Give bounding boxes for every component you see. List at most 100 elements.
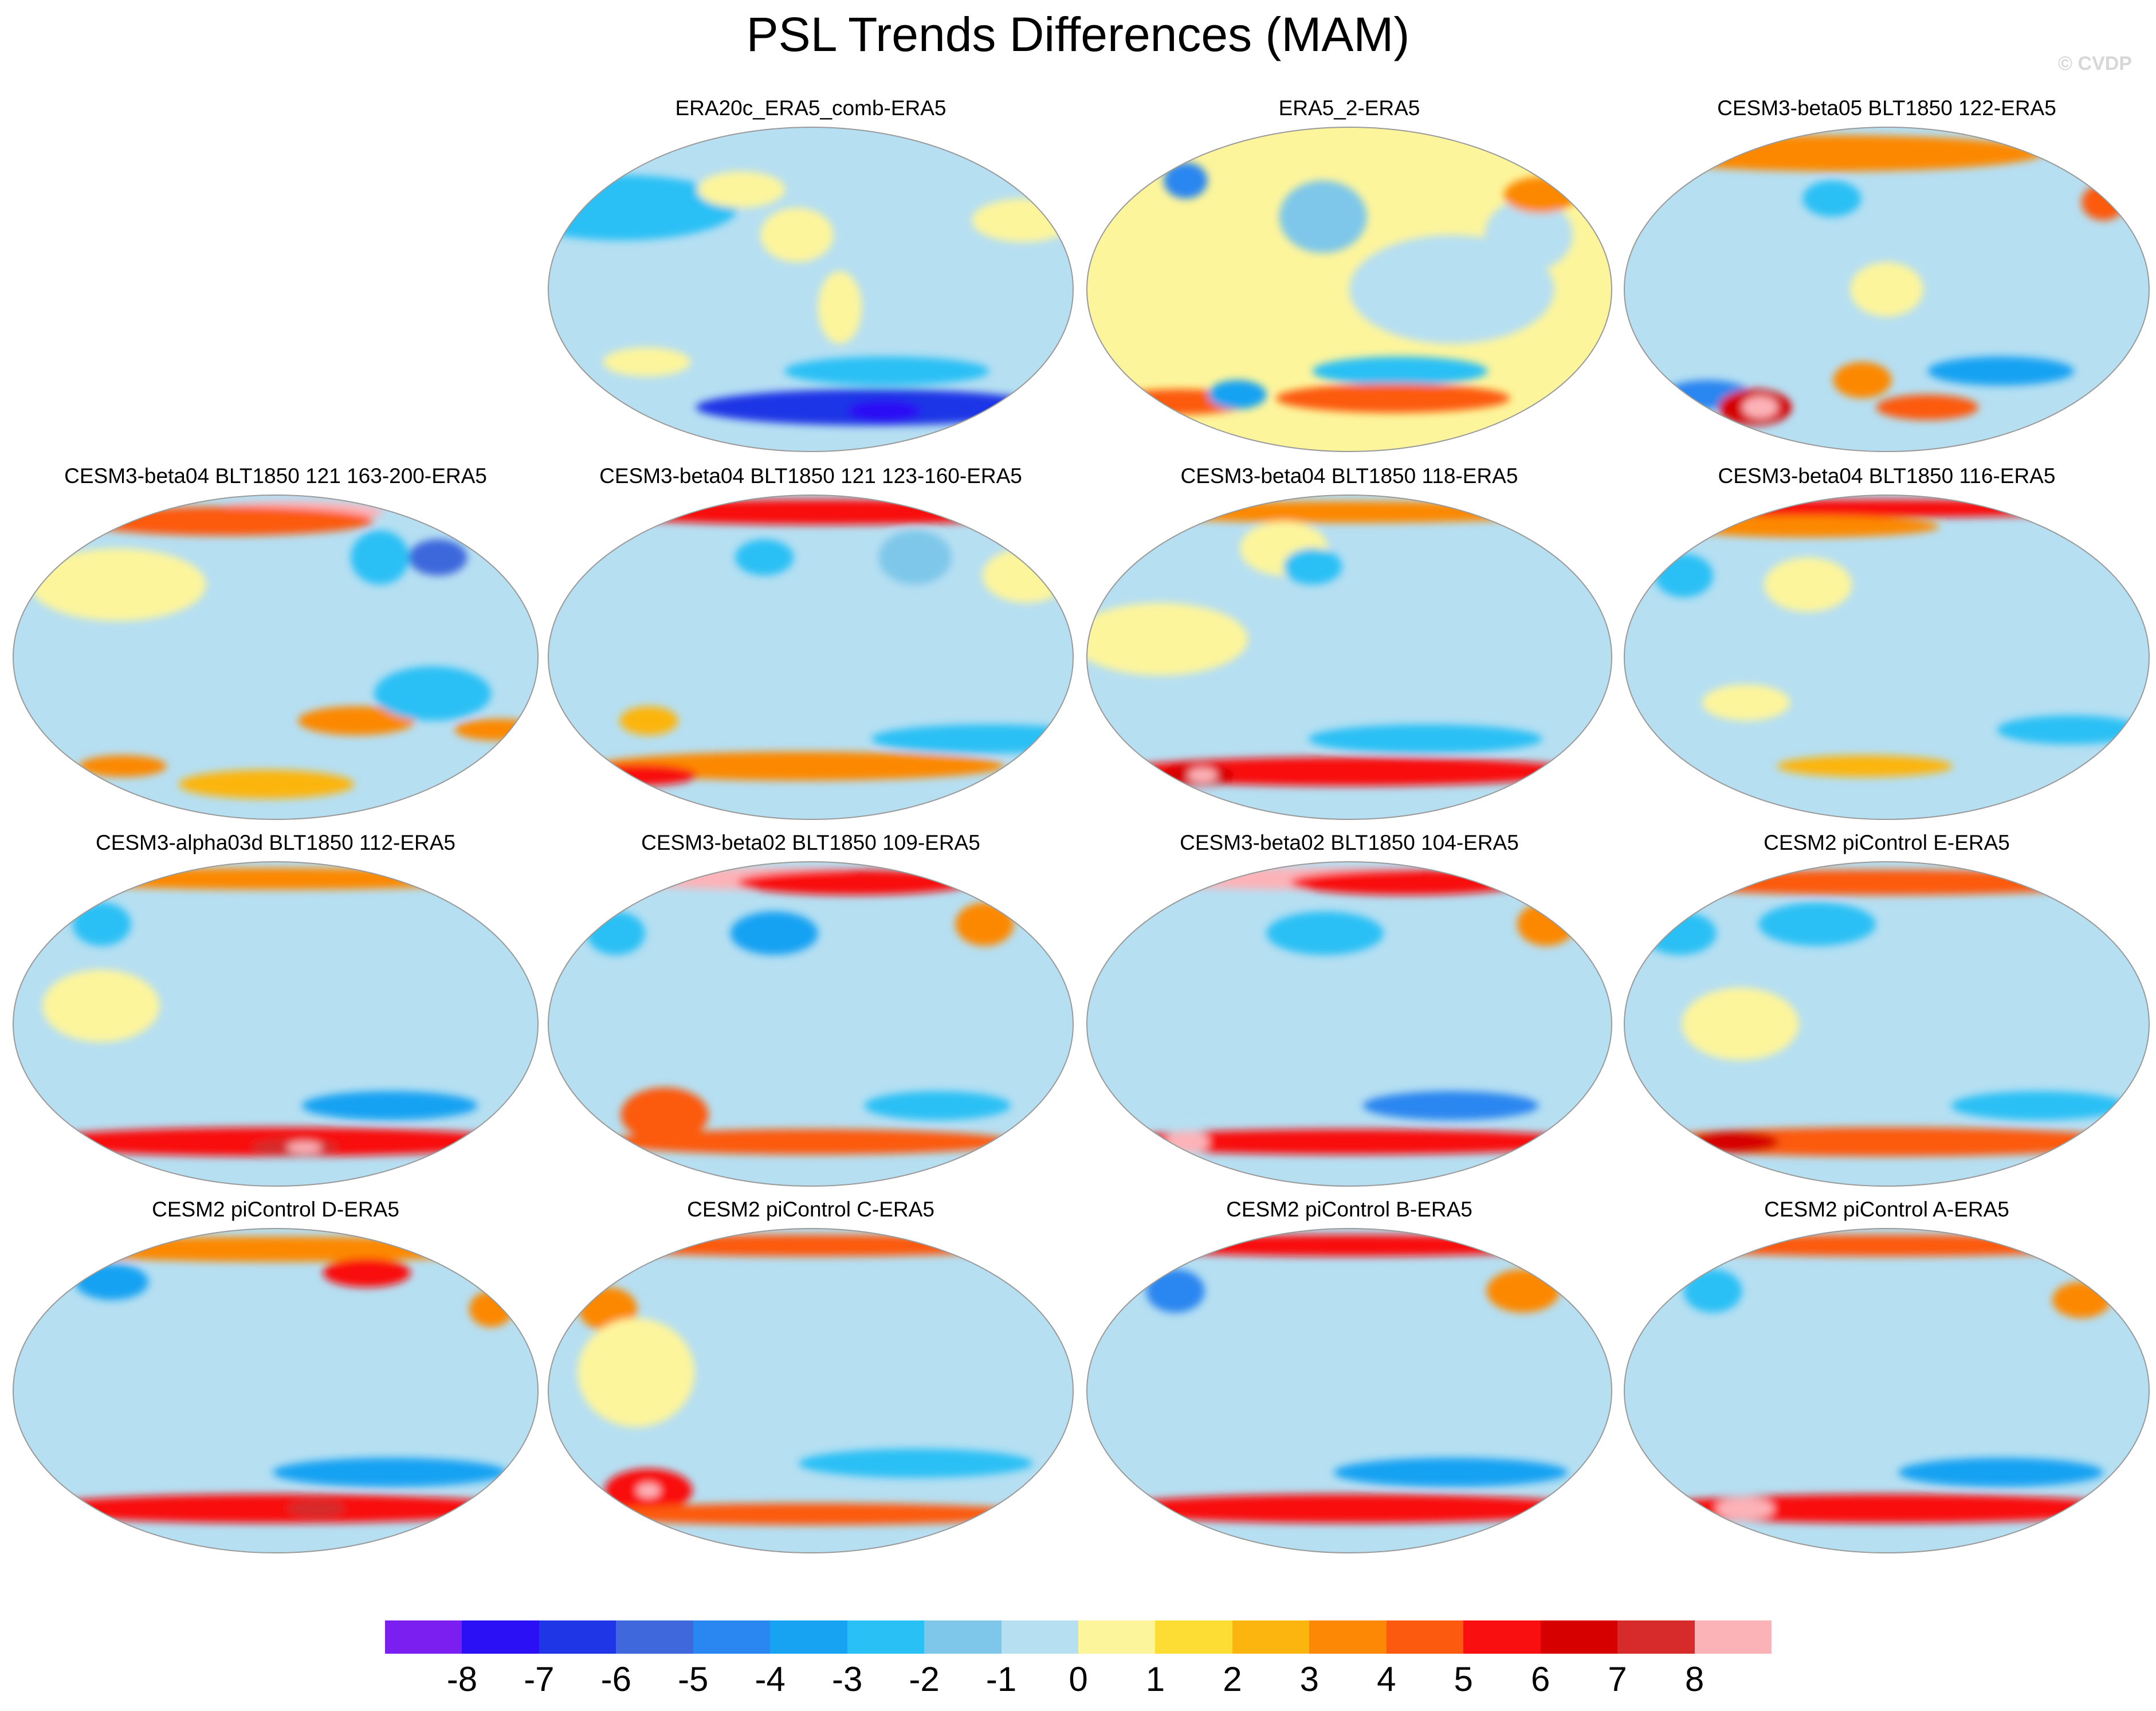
map-border xyxy=(548,127,1074,452)
trend-anomaly xyxy=(798,1449,1033,1478)
panel-title: CESM3-beta04 BLT1850 118-ERA5 xyxy=(1180,464,1518,488)
trend-anomaly xyxy=(286,1141,322,1153)
map-panel: CESM3-beta04 BLT1850 121 123-160-ERA5 xyxy=(542,464,1079,831)
colorbar-tick-label: 4 xyxy=(1377,1660,1396,1698)
trend-anomaly xyxy=(1637,1494,2136,1524)
colorbar xyxy=(385,1620,1772,1654)
map-border xyxy=(1086,1228,1612,1553)
trend-anomaly xyxy=(42,970,160,1042)
colorbar-swatch xyxy=(1309,1620,1387,1654)
trend-anomaly xyxy=(1163,162,1208,199)
map-border xyxy=(1624,127,2150,452)
trend-anomaly xyxy=(1777,755,1953,777)
colorbar-tick-label: -1 xyxy=(985,1660,1017,1698)
trend-anomaly xyxy=(580,764,697,786)
colorbar-swatch xyxy=(1617,1620,1695,1654)
panel-title: CESM2 piControl D-ERA5 xyxy=(152,1198,399,1221)
colorbar-swatch xyxy=(616,1620,694,1654)
trend-anomaly xyxy=(1633,135,2044,172)
colorbar-swatch xyxy=(385,1620,462,1654)
trend-anomaly xyxy=(2081,184,2126,221)
map-panel: CESM2 piControl E-ERA5 xyxy=(1618,831,2155,1198)
trend-anomaly xyxy=(1652,1234,2121,1257)
trend-anomaly xyxy=(784,356,989,386)
trend-anomaly xyxy=(737,869,972,896)
trend-anomaly xyxy=(1312,356,1488,386)
trend-anomaly xyxy=(1927,356,2074,386)
trend-anomaly xyxy=(1333,1458,1568,1487)
robinson-map xyxy=(13,1228,539,1553)
trend-anomaly xyxy=(697,171,786,208)
robinson-map xyxy=(1086,127,1612,452)
trend-anomaly xyxy=(1715,1497,1774,1520)
trend-anomaly xyxy=(1652,869,2121,896)
trend-anomaly xyxy=(760,207,834,262)
colorbar-swatch xyxy=(1232,1620,1310,1654)
map-panel: CESM2 piControl B-ERA5 xyxy=(1081,1198,1618,1564)
colorbar-swatch xyxy=(539,1620,616,1654)
watermark: © CVDP xyxy=(2058,53,2132,74)
trend-anomaly xyxy=(1758,902,1876,946)
colorbar-tick-label: -2 xyxy=(909,1660,940,1698)
trend-anomaly xyxy=(982,548,1070,603)
colorbar-tick-label: -4 xyxy=(755,1660,786,1698)
colorbar-tick-label: 8 xyxy=(1684,1660,1705,1698)
trend-anomaly xyxy=(1115,757,1584,786)
trend-anomaly xyxy=(1486,1269,1560,1313)
trend-anomaly xyxy=(374,666,492,721)
trend-anomaly xyxy=(1898,1458,2104,1487)
map-border xyxy=(1086,127,1612,452)
trend-anomaly xyxy=(1165,1131,1209,1153)
trend-anomaly xyxy=(454,719,538,741)
robinson-map xyxy=(1624,861,2150,1187)
map-panel: ERA20c_ERA5_comb-ERA5 xyxy=(542,96,1079,463)
trend-anomaly xyxy=(1146,1269,1205,1313)
trend-anomaly xyxy=(1691,1131,1779,1153)
colorbar-tick-label: 1 xyxy=(1145,1660,1165,1698)
colorbar-tick-label: 5 xyxy=(1454,1660,1473,1698)
robinson-map xyxy=(13,861,539,1187)
colorbar-tick-label: 7 xyxy=(1608,1660,1627,1698)
trend-anomaly xyxy=(272,1458,507,1487)
colorbar-tick-label: -6 xyxy=(600,1660,631,1698)
trend-anomaly xyxy=(955,902,1014,946)
colorbar-tick-label: -5 xyxy=(678,1660,709,1698)
trend-anomaly xyxy=(1850,262,1923,317)
trend-anomaly xyxy=(298,706,415,736)
panel-title: CESM3-alpha03d BLT1850 112-ERA5 xyxy=(95,831,455,854)
trend-anomaly xyxy=(637,1483,661,1498)
panel-title: ERA20c_ERA5_comb-ERA5 xyxy=(675,96,947,120)
colorbar-tick-label: -3 xyxy=(831,1660,863,1698)
trend-anomaly xyxy=(80,507,374,536)
robinson-map xyxy=(548,127,1074,452)
map-panel: CESM3-beta02 BLT1850 109-ERA5 xyxy=(542,831,1079,1198)
colorbar-swatch xyxy=(1155,1620,1233,1654)
trend-anomaly xyxy=(595,751,1005,781)
trend-anomaly xyxy=(730,911,818,955)
robinson-map xyxy=(1086,1228,1612,1553)
robinson-map xyxy=(1086,495,1612,820)
colorbar-swatch xyxy=(770,1620,848,1654)
map-panel: CESM2 piControl A-ERA5 xyxy=(1618,1198,2155,1564)
trend-anomaly xyxy=(1087,603,1248,676)
robinson-map xyxy=(1624,127,2150,452)
trend-anomaly xyxy=(1517,902,1576,946)
trend-anomaly xyxy=(1702,684,1790,721)
map-panel: CESM3-beta04 BLT1850 116-ERA5 xyxy=(1618,464,2155,831)
map-panel: CESM2 piControl D-ERA5 xyxy=(7,1198,544,1564)
trend-anomaly xyxy=(1951,1091,2127,1120)
colorbar-swatch xyxy=(1386,1620,1464,1654)
trend-anomaly xyxy=(1279,180,1367,253)
trend-anomaly xyxy=(586,911,646,955)
robinson-map xyxy=(1624,1228,2150,1553)
trend-anomaly xyxy=(590,499,1059,525)
trend-anomaly xyxy=(78,755,167,777)
panel-title: CESM2 piControl C-ERA5 xyxy=(687,1198,934,1221)
map-panel: CESM2 piControl C-ERA5 xyxy=(542,1198,1079,1564)
trend-anomaly xyxy=(1802,180,1862,217)
trend-anomaly xyxy=(1129,501,1569,523)
colorbar-tick-label: 6 xyxy=(1530,1660,1550,1698)
panel-title: CESM2 piControl A-ERA5 xyxy=(1764,1198,2009,1221)
robinson-map xyxy=(1086,861,1612,1187)
trend-anomaly xyxy=(1682,987,1799,1061)
